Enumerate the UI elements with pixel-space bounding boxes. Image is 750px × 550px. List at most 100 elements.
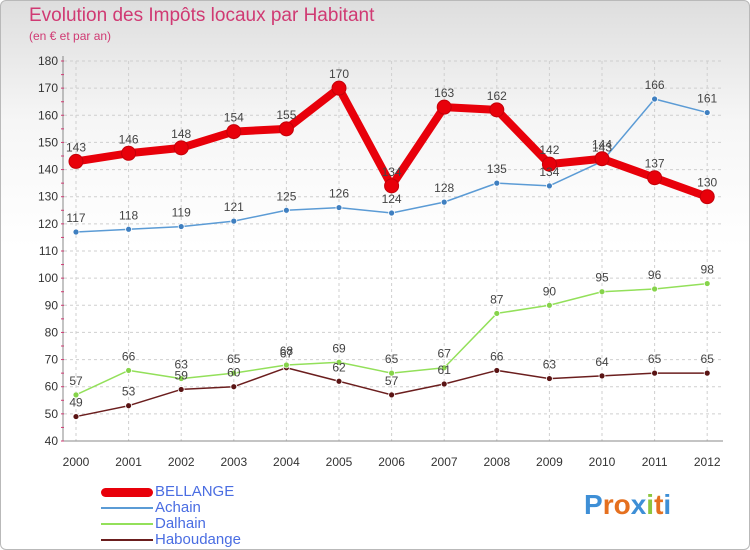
- data-label: 63: [543, 358, 557, 372]
- data-label: 148: [171, 127, 191, 141]
- y-tick-label: 120: [38, 217, 58, 231]
- data-point: [72, 413, 80, 420]
- y-tick-label: 50: [45, 407, 59, 421]
- data-point: [125, 225, 132, 233]
- logo-letter: o: [613, 489, 631, 520]
- series-bellange: [68, 80, 715, 205]
- data-point: [440, 198, 448, 206]
- data-point: [703, 280, 711, 287]
- data-label: 59: [175, 368, 189, 382]
- data-label: 119: [172, 206, 191, 220]
- y-tick-label: 140: [38, 163, 58, 177]
- data-label: 130: [697, 176, 717, 190]
- data-point: [647, 170, 663, 186]
- y-tick-label: 90: [45, 298, 59, 312]
- data-label: 143: [592, 140, 612, 154]
- data-label: 67: [438, 347, 452, 361]
- data-label: 125: [276, 189, 296, 203]
- y-tick-label: 40: [45, 434, 59, 448]
- data-labels: 49 53 59 60 67 62 57 61 66 63 64 65 65 57 66 63 65 68 69 65…: [66, 67, 718, 409]
- data-point: [230, 369, 238, 377]
- data-point: [436, 99, 452, 115]
- data-label: 57: [385, 374, 399, 388]
- data-label: 64: [595, 355, 609, 369]
- data-label: 53: [122, 385, 136, 399]
- legend-swatch: [101, 487, 153, 497]
- data-point: [541, 156, 557, 172]
- data-label: 61: [438, 363, 452, 377]
- legend-swatch: [101, 507, 153, 509]
- data-label: 170: [329, 67, 349, 81]
- y-tick-label: 150: [38, 135, 58, 149]
- legend-item-dalhain: Dalhain: [101, 516, 241, 532]
- y-tick-label: 110: [39, 244, 58, 258]
- data-label: 69: [332, 341, 346, 355]
- y-tick-label: 160: [38, 108, 58, 122]
- data-point: [331, 80, 347, 96]
- y-tick-label: 60: [45, 380, 59, 394]
- data-label: 161: [697, 92, 717, 106]
- data-label: 126: [329, 187, 349, 201]
- data-point: [651, 369, 658, 377]
- data-point: [703, 369, 711, 377]
- data-label: 146: [119, 132, 139, 146]
- legend-item-haboudange: Haboudange: [101, 532, 241, 548]
- legend: BELLANGE Achain Dalhain Haboudange: [101, 484, 241, 548]
- data-label: 66: [490, 349, 504, 363]
- data-label: 67: [280, 347, 294, 361]
- data-point: [703, 109, 711, 116]
- series-achain: [72, 95, 711, 236]
- data-point: [177, 375, 185, 382]
- data-label: 144: [592, 138, 612, 152]
- x-tick-label: 2001: [115, 455, 142, 469]
- data-point: [278, 121, 294, 137]
- grid-lines: [64, 60, 721, 442]
- data-point: [68, 153, 84, 169]
- data-point: [335, 204, 343, 211]
- series-dalhain: [72, 280, 711, 399]
- chart-title: Evolution des Impôts locaux par Habitant: [29, 5, 375, 26]
- data-point: [440, 380, 448, 388]
- data-point: [230, 383, 238, 391]
- logo-letter: i: [663, 489, 672, 520]
- data-label: 162: [487, 89, 507, 103]
- data-label: 121: [224, 200, 244, 214]
- data-label: 95: [595, 271, 609, 285]
- legend-swatch: [101, 539, 153, 541]
- x-tick-label: 2002: [168, 455, 195, 469]
- data-point: [335, 377, 343, 385]
- data-point: [72, 228, 80, 236]
- data-point: [121, 145, 137, 161]
- legend-label: Dalhain: [155, 515, 206, 532]
- data-point: [598, 372, 606, 380]
- y-tick-label: 170: [38, 81, 58, 95]
- data-label: 143: [66, 140, 86, 154]
- data-label: 117: [66, 211, 85, 225]
- data-point: [440, 364, 448, 372]
- axes: 40 50 60 70 80 90 100 110 120 130 140 150 160 170 180 2…: [38, 54, 723, 469]
- data-point: [335, 358, 343, 366]
- data-label: 142: [539, 143, 559, 157]
- data-point: [173, 140, 189, 156]
- data-label: 124: [382, 192, 402, 206]
- y-tick-label: 100: [38, 271, 58, 285]
- data-point: [282, 206, 290, 214]
- legend-item-bellange: BELLANGE: [101, 484, 241, 500]
- data-point: [489, 102, 505, 118]
- data-label: 65: [701, 352, 715, 366]
- data-label: 65: [385, 352, 399, 366]
- data-label: 154: [224, 111, 244, 125]
- series-group: [68, 80, 715, 420]
- data-point: [226, 124, 242, 140]
- x-tick-label: 2004: [273, 455, 300, 469]
- data-label: 49: [69, 396, 83, 410]
- data-label: 90: [543, 284, 557, 298]
- x-tick-label: 2006: [378, 455, 405, 469]
- data-label: 68: [280, 344, 294, 358]
- logo-letter: r: [602, 489, 614, 520]
- data-label: 166: [645, 78, 665, 92]
- data-point: [388, 209, 396, 217]
- data-label: 118: [119, 208, 138, 222]
- data-label: 134: [382, 165, 402, 179]
